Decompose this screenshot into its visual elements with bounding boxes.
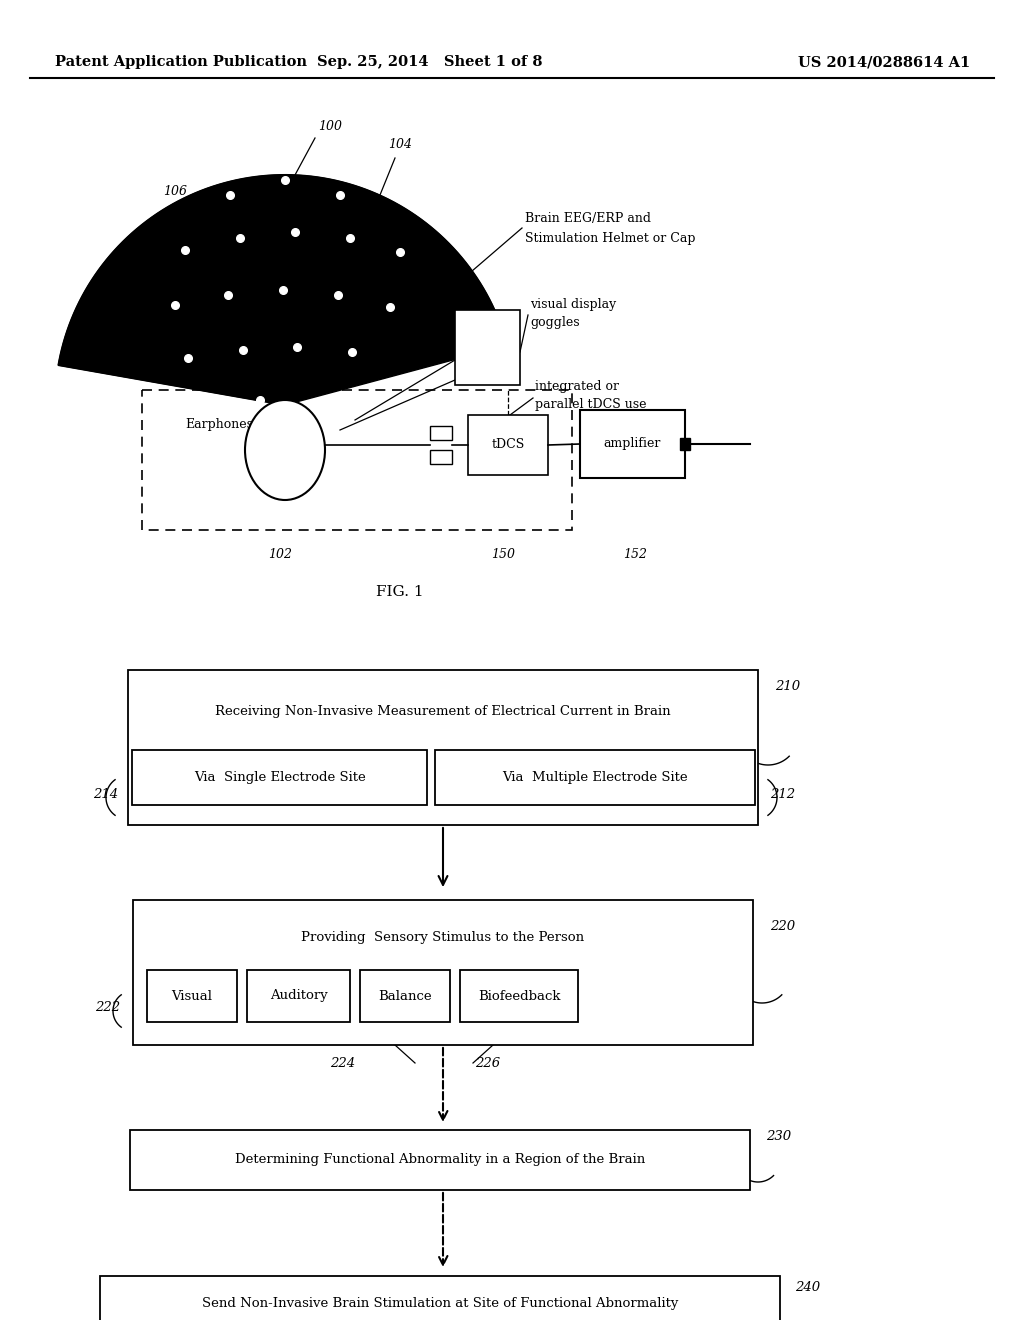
Text: Visual: Visual bbox=[171, 990, 213, 1002]
Text: amplifier: amplifier bbox=[604, 437, 662, 450]
Bar bbox=[100, 1276, 780, 1320]
Text: parallel tDCS use: parallel tDCS use bbox=[535, 399, 646, 411]
Text: 102: 102 bbox=[268, 548, 292, 561]
Text: Patent Application Publication: Patent Application Publication bbox=[55, 55, 307, 69]
Text: Balance: Balance bbox=[378, 990, 432, 1002]
Text: Via  Single Electrode Site: Via Single Electrode Site bbox=[194, 771, 366, 784]
Text: 106: 106 bbox=[163, 185, 187, 198]
Text: 226: 226 bbox=[475, 1057, 500, 1071]
Bar bbox=[360, 970, 450, 1022]
Bar bbox=[430, 450, 452, 465]
Text: 214: 214 bbox=[93, 788, 118, 800]
Text: Send Non-Invasive Brain Stimulation at Site of Functional Abnormality: Send Non-Invasive Brain Stimulation at S… bbox=[202, 1298, 678, 1311]
Text: Brain EEG/ERP and: Brain EEG/ERP and bbox=[525, 213, 651, 224]
Text: integrated or: integrated or bbox=[535, 380, 618, 393]
Text: Stimulation Helmet or Cap: Stimulation Helmet or Cap bbox=[525, 232, 695, 246]
Text: visual display: visual display bbox=[530, 298, 616, 312]
Text: Earphones: Earphones bbox=[185, 418, 253, 432]
Text: Determining Functional Abnormality in a Region of the Brain: Determining Functional Abnormality in a … bbox=[234, 1154, 645, 1167]
Bar bbox=[132, 750, 427, 805]
Bar bbox=[128, 671, 758, 825]
Text: FIG. 1: FIG. 1 bbox=[376, 585, 424, 599]
Text: 150: 150 bbox=[490, 548, 515, 561]
Polygon shape bbox=[58, 176, 507, 405]
Text: 240: 240 bbox=[795, 1280, 820, 1294]
Bar bbox=[468, 414, 548, 475]
Bar bbox=[142, 389, 572, 531]
Text: 222: 222 bbox=[95, 1001, 120, 1014]
Text: 224: 224 bbox=[330, 1057, 355, 1071]
Text: tDCS: tDCS bbox=[492, 438, 524, 451]
Bar bbox=[460, 970, 578, 1022]
Bar bbox=[147, 970, 237, 1022]
Text: 230: 230 bbox=[766, 1130, 792, 1143]
Bar bbox=[430, 426, 452, 440]
Ellipse shape bbox=[245, 400, 325, 500]
Text: Biofeedback: Biofeedback bbox=[478, 990, 560, 1002]
Text: goggles: goggles bbox=[530, 315, 580, 329]
Bar bbox=[435, 750, 755, 805]
Bar bbox=[133, 900, 753, 1045]
Bar bbox=[455, 310, 520, 385]
Text: Sep. 25, 2014   Sheet 1 of 8: Sep. 25, 2014 Sheet 1 of 8 bbox=[317, 55, 543, 69]
Text: 152: 152 bbox=[623, 548, 647, 561]
Bar bbox=[247, 970, 350, 1022]
Bar bbox=[130, 1130, 750, 1191]
Text: 210: 210 bbox=[775, 680, 800, 693]
Bar bbox=[580, 411, 685, 478]
Text: 104: 104 bbox=[388, 139, 412, 150]
Text: 212: 212 bbox=[770, 788, 795, 800]
Text: Receiving Non-Invasive Measurement of Electrical Current in Brain: Receiving Non-Invasive Measurement of El… bbox=[215, 705, 671, 718]
Text: 228: 228 bbox=[657, 998, 682, 1011]
Text: US 2014/0288614 A1: US 2014/0288614 A1 bbox=[798, 55, 970, 69]
Text: Via  Multiple Electrode Site: Via Multiple Electrode Site bbox=[502, 771, 688, 784]
Text: 220: 220 bbox=[770, 920, 795, 933]
Text: Auditory: Auditory bbox=[269, 990, 328, 1002]
Text: Providing  Sensory Stimulus to the Person: Providing Sensory Stimulus to the Person bbox=[301, 932, 585, 945]
Polygon shape bbox=[680, 438, 690, 450]
Text: 100: 100 bbox=[318, 120, 342, 133]
